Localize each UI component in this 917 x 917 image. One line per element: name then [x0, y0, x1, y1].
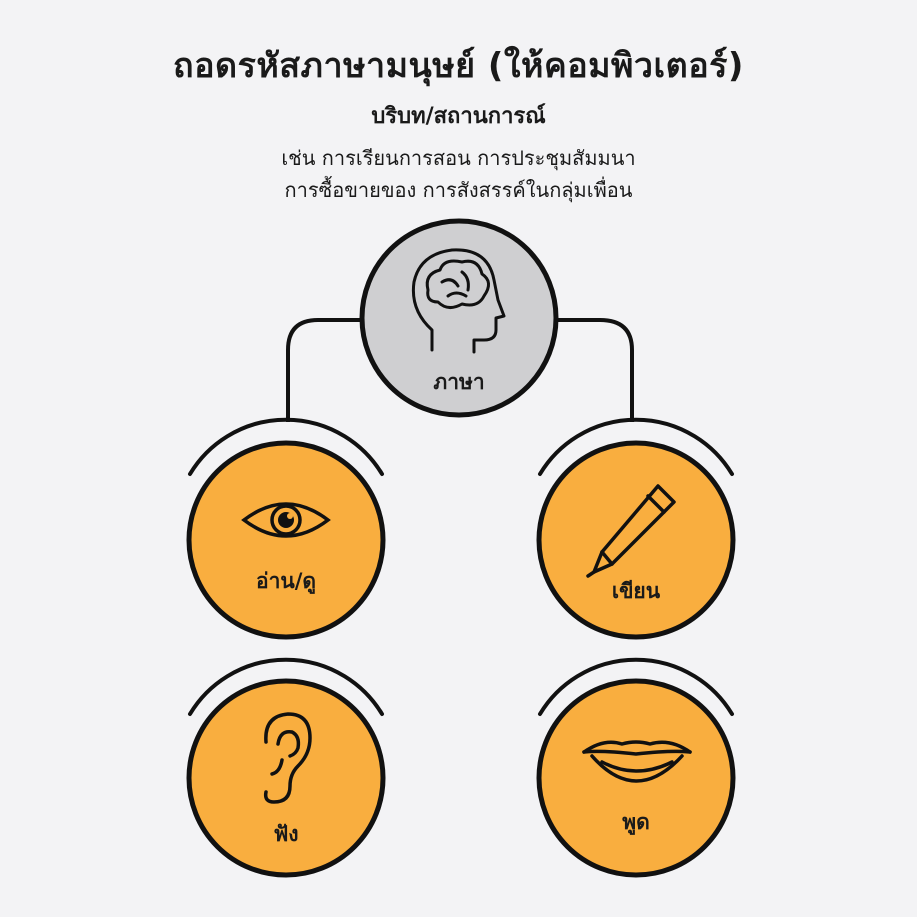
ear-icon — [263, 712, 312, 804]
arc-write — [538, 417, 734, 476]
connector-lines — [286, 318, 634, 422]
arc-read — [188, 417, 384, 476]
center-node-label: ภาษา — [433, 370, 485, 394]
context-examples-line-1: เช่น การเรียนการสอน การประชุมสัมมนา — [281, 146, 636, 170]
node-arcs — [188, 417, 734, 716]
pencil-icon — [586, 484, 676, 578]
speak-node-label: พูด — [622, 810, 650, 834]
connector-left — [286, 318, 362, 422]
mouth-icon — [582, 740, 692, 783]
arc-speak — [538, 657, 734, 716]
read-node-circle — [186, 440, 386, 640]
context-heading: บริบท/สถานการณ์ — [371, 104, 546, 129]
connector-right — [555, 318, 634, 422]
center-node-circle — [359, 218, 559, 418]
listen-node-circle — [186, 678, 386, 878]
eye-icon — [241, 502, 331, 538]
speak-node-circle — [536, 678, 736, 878]
write-node-label: เขียน — [611, 579, 661, 603]
arc-listen — [188, 657, 384, 716]
brain-head-icon — [411, 248, 506, 354]
read-node-label: อ่าน/ดู — [255, 569, 317, 593]
page-title: ถอดรหัสภาษามนุษย์ (ให้คอมพิวเตอร์) — [173, 46, 744, 86]
context-examples-line-2: การซื้อขายของ การสังสรรค์ในกลุ่มเพื่อน — [284, 178, 633, 202]
listen-node-label: ฟัง — [273, 822, 299, 846]
